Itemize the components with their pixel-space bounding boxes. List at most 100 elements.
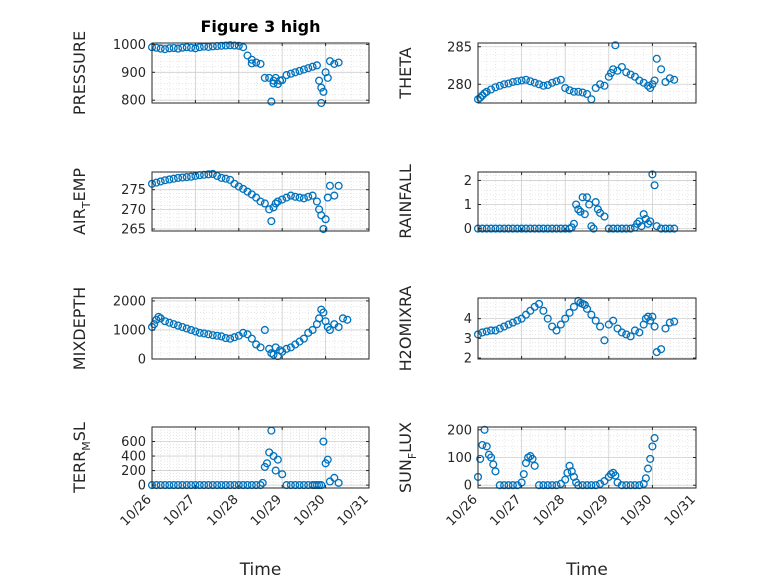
- data-point: [589, 224, 598, 233]
- y-tick-label: 100: [447, 451, 472, 466]
- data-point: [256, 59, 265, 68]
- y-tick-label: 2000: [113, 294, 146, 309]
- data-point: [173, 321, 183, 330]
- data-point: [500, 80, 509, 89]
- panel-mixdepth: 0 1000 2000 MIXDEPTH: [70, 287, 370, 370]
- data-point: [582, 304, 592, 313]
- data-point: [252, 58, 261, 67]
- data-point: [617, 62, 626, 72]
- data-point: [226, 334, 235, 343]
- data-point: [304, 64, 313, 73]
- data-point: [315, 76, 324, 85]
- data-point: [561, 83, 570, 93]
- data-point: [482, 87, 491, 96]
- data-point: [657, 65, 666, 74]
- data-point: [521, 310, 531, 319]
- data-point: [648, 442, 657, 451]
- data-point: [596, 80, 605, 89]
- data-point: [291, 192, 300, 201]
- data-point: [178, 173, 187, 182]
- data-point: [519, 470, 528, 479]
- data-point: [609, 224, 618, 233]
- data-point: [338, 314, 348, 323]
- data-point: [217, 41, 226, 50]
- data-point: [670, 317, 679, 326]
- x-tick-label: 10/27: [161, 492, 198, 529]
- data-point: [650, 434, 659, 443]
- y-tick-label: 400: [121, 450, 146, 465]
- data-point: [243, 51, 252, 60]
- x-tick-label: 10/28: [531, 492, 568, 529]
- data-point: [160, 45, 170, 54]
- data-point: [639, 210, 648, 219]
- data-point: [578, 193, 587, 202]
- axes-box: [151, 171, 370, 232]
- data-point: [574, 87, 583, 96]
- data-point: [650, 181, 659, 190]
- data-point: [528, 454, 537, 463]
- y-axis-label-subscript: F: [406, 453, 419, 459]
- data-point: [587, 481, 596, 490]
- data-point: [530, 461, 539, 470]
- data-point: [582, 481, 592, 490]
- data-point: [526, 77, 535, 86]
- data-point: [234, 41, 243, 50]
- y-axis-label: SUNFLUX: [396, 422, 419, 493]
- data-point: [565, 86, 574, 95]
- data-point: [187, 325, 196, 335]
- data-point: [317, 83, 326, 92]
- data-point: [169, 43, 178, 53]
- data-point: [304, 192, 313, 201]
- data-point: [626, 332, 635, 341]
- data-point: [476, 454, 485, 463]
- y-tick-label: 0: [464, 479, 472, 494]
- data-point: [308, 62, 317, 71]
- data-point: [552, 77, 561, 86]
- data-point: [552, 224, 561, 233]
- x-tick-label: 10/26: [444, 492, 481, 529]
- data-point: [521, 224, 531, 233]
- y-axis-label: MIXDEPTH: [70, 287, 89, 370]
- data-point: [482, 224, 491, 233]
- data-point: [282, 71, 291, 80]
- data-point: [646, 316, 655, 325]
- data-point: [657, 345, 666, 354]
- data-point: [661, 224, 670, 233]
- data-point: [543, 314, 552, 323]
- data-point: [565, 308, 574, 317]
- y-axis-label-part: TERR: [70, 451, 89, 494]
- data-point: [556, 320, 565, 329]
- data-point: [491, 326, 500, 335]
- y-tick-label: 1000: [113, 38, 146, 53]
- data-point: [513, 224, 522, 233]
- data-point: [534, 80, 544, 89]
- data-series: [473, 296, 679, 357]
- data-point: [652, 54, 661, 63]
- data-point: [260, 73, 269, 82]
- data-point: [495, 81, 504, 90]
- data-point: [504, 79, 513, 88]
- data-point: [258, 478, 267, 487]
- data-point: [596, 322, 605, 331]
- data-point: [269, 203, 278, 212]
- x-axis-label: Time: [565, 560, 608, 580]
- data-point: [239, 43, 248, 52]
- x-tick-label: 10/29: [575, 492, 612, 529]
- data-point: [641, 474, 650, 483]
- data-point: [521, 75, 531, 84]
- data-point: [530, 78, 539, 87]
- data-point: [665, 318, 674, 327]
- data-point: [312, 61, 321, 70]
- data-point: [278, 76, 287, 85]
- data-point: [308, 325, 317, 335]
- data-point: [613, 324, 622, 333]
- data-point: [476, 93, 485, 102]
- data-point: [622, 224, 631, 233]
- data-point: [221, 41, 230, 50]
- data-point: [635, 76, 644, 85]
- data-point: [239, 328, 248, 337]
- data-point: [213, 331, 222, 340]
- data-point: [204, 330, 213, 339]
- y-tick-label: 265: [121, 223, 146, 238]
